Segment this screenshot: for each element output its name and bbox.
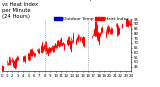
Text: Milwaukee Weather Outdoor Temperature
vs Heat Index
per Minute
(24 Hours): Milwaukee Weather Outdoor Temperature vs… (2, 0, 112, 19)
Legend: Outdoor Temp, Heat Index: Outdoor Temp, Heat Index (54, 17, 129, 21)
